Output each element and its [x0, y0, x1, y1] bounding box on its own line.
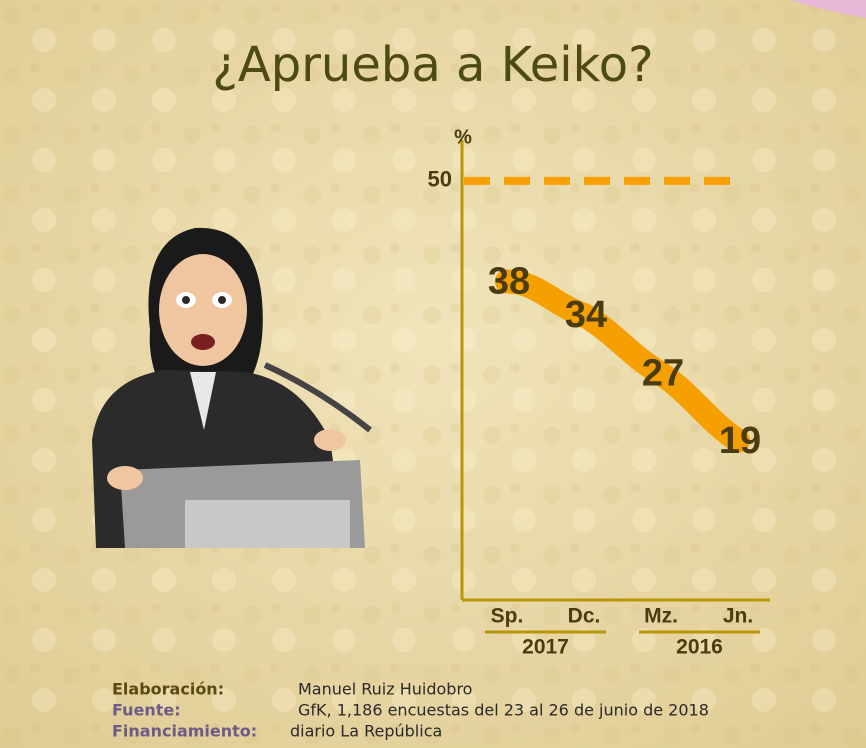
x-tick-label: Sp. — [491, 605, 524, 628]
credit-label: Elaboración: — [112, 680, 224, 699]
group-label: 2016 — [676, 636, 723, 659]
data-label: 19 — [719, 420, 761, 462]
credit-text: diario La República — [290, 722, 442, 741]
data-label: 34 — [565, 294, 607, 336]
data-label: 27 — [642, 353, 684, 395]
x-tick-label: Dc. — [568, 605, 601, 628]
credit-text: Manuel Ruiz Huidobro — [298, 680, 472, 699]
chart-title: ¿Aprueba a Keiko? — [212, 37, 653, 93]
y-tick-label: 50 — [428, 167, 452, 192]
y-axis-label: % — [454, 126, 472, 148]
credit-text: GfK, 1,186 encuestas del 23 al 26 de jun… — [298, 701, 709, 720]
x-tick-label: Jn. — [723, 605, 753, 628]
corner — [790, 0, 866, 18]
illustration — [92, 227, 372, 548]
line — [495, 269, 750, 453]
credit-label: Fuente: — [112, 701, 181, 720]
credits: Elaboración: Manuel Ruiz Huidobro Fuente: G… — [112, 680, 709, 741]
group-label: 2017 — [522, 636, 569, 659]
data-label: 38 — [488, 261, 530, 303]
x-tick-label: Mz. — [644, 605, 678, 628]
credit-label: Financiamiento: — [112, 722, 257, 741]
